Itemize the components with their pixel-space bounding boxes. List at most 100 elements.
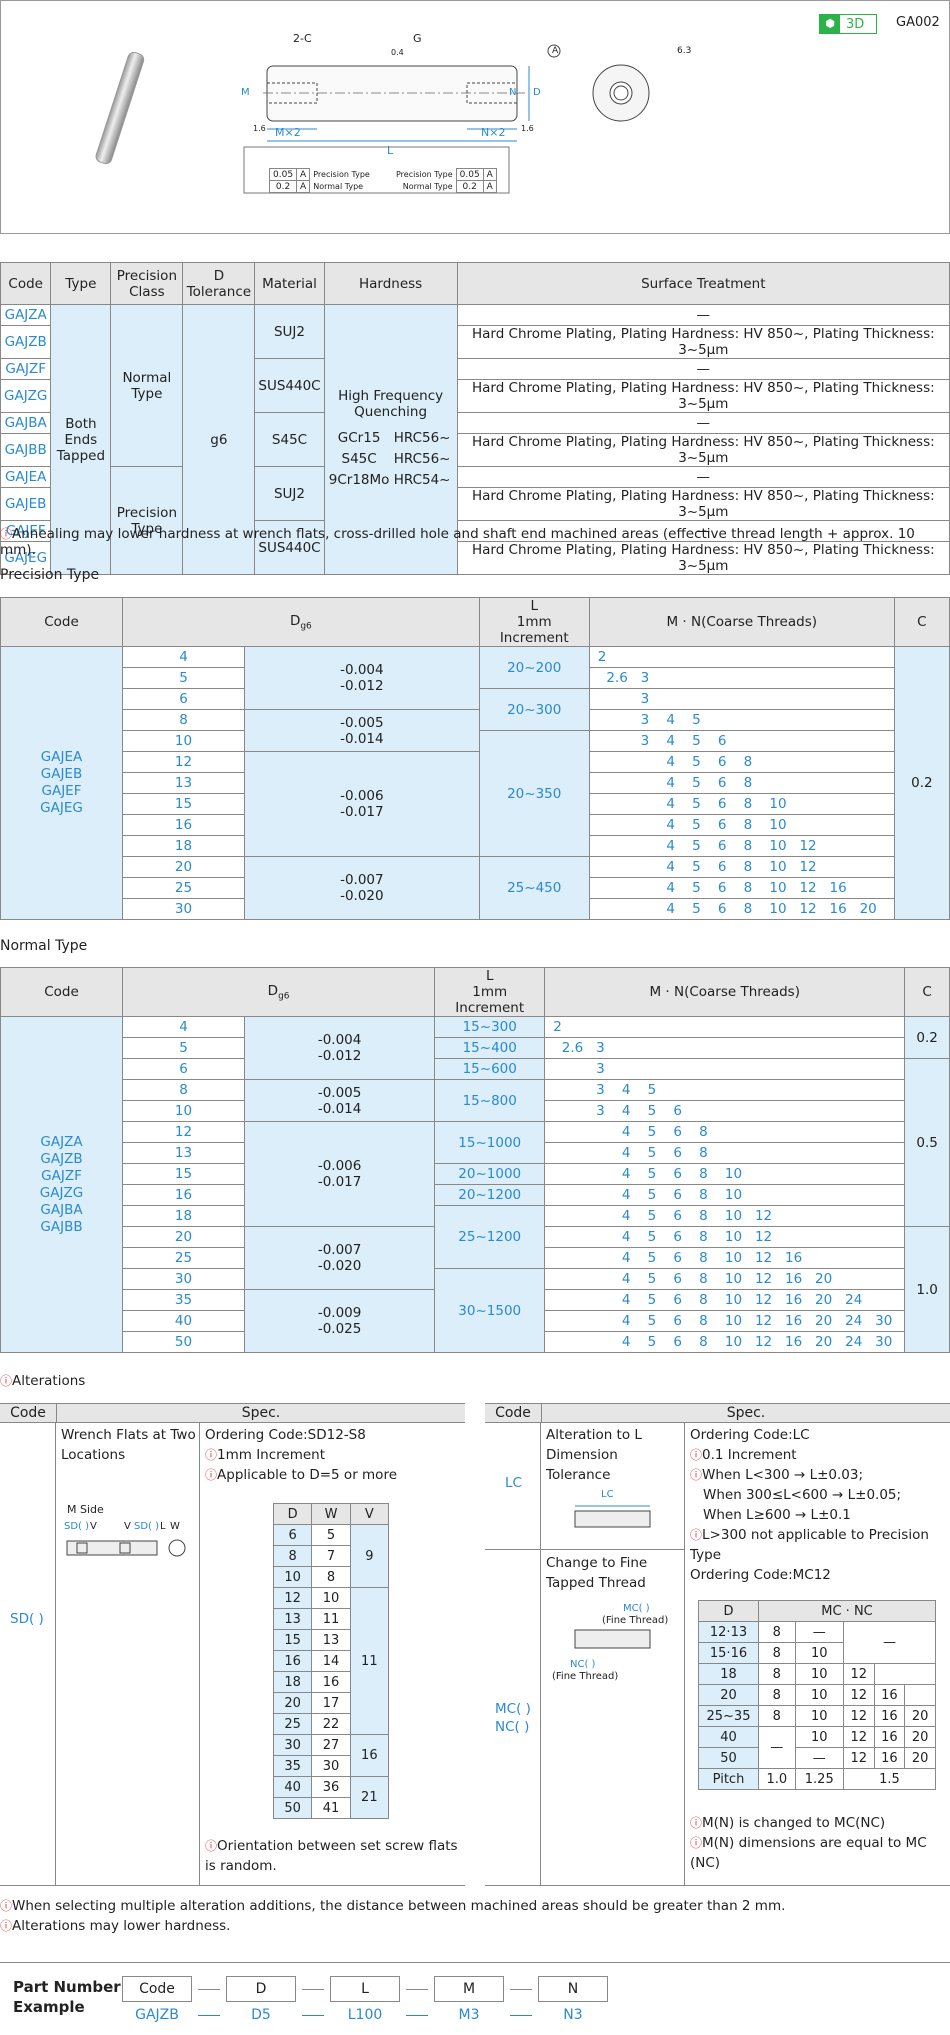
mc-cell: 1.5	[842, 1768, 937, 1790]
d-cell[interactable]: 30	[122, 1268, 245, 1290]
code-cell[interactable]: GAJBB	[0, 433, 52, 467]
d-cell[interactable]: 6	[122, 1058, 245, 1080]
d-cell[interactable]: 35	[122, 1289, 245, 1311]
l-cell: 20~1200	[434, 1184, 546, 1206]
d-cell[interactable]: 12	[122, 1121, 245, 1143]
surface-cell: Hard Chrome Plating, Plating Hardness: H…	[456, 433, 950, 467]
d-cell[interactable]: 8	[122, 709, 245, 731]
sd-w: 10	[311, 1587, 351, 1609]
l-cell: 20~300	[478, 688, 590, 731]
shaft-drawing	[95, 44, 650, 194]
col-class: Precision Class	[110, 262, 184, 305]
d-cell[interactable]: 25	[122, 1247, 245, 1269]
pn-value: N3	[563, 2007, 583, 2023]
code-cell[interactable]: GAJZF	[0, 358, 52, 380]
m-label: M	[241, 87, 250, 98]
d-cell[interactable]: 10	[122, 1100, 245, 1122]
class-normal: Normal Type	[110, 304, 184, 467]
d-cell[interactable]: 16	[122, 814, 245, 836]
alt-code-header: Code	[0, 1403, 56, 1423]
code-cell[interactable]: GAJEB	[0, 487, 52, 521]
type-cell: Both Ends Tapped	[50, 304, 112, 575]
d-cell[interactable]: 8	[122, 1079, 245, 1101]
alterations-title: ⓘAlterations	[0, 1373, 86, 1389]
d-cell[interactable]: 5	[122, 1037, 245, 1059]
code-cell[interactable]: GAJEG	[0, 541, 52, 575]
col-l: L 1mm Increment	[478, 597, 590, 647]
mn-cell: 4 5 6 8 10	[544, 1163, 906, 1185]
d-cell[interactable]: 5	[122, 667, 245, 689]
nc-label: NC( )	[570, 1659, 596, 1670]
c-cell: 1.0	[904, 1226, 950, 1353]
mn-cell: 3	[588, 688, 895, 710]
d-cell[interactable]: 20	[122, 1226, 245, 1248]
alt-code-mc[interactable]: MC( ) NC( )	[495, 1701, 531, 1735]
code-cell[interactable]: GAJZB	[0, 325, 52, 359]
sd-d: 25	[272, 1713, 313, 1735]
3d-label: 3D	[846, 16, 865, 32]
mc-cell: 18	[698, 1663, 759, 1685]
sd-d: 13	[272, 1608, 313, 1630]
surface-cell: Hard Chrome Plating, Plating Hardness: H…	[456, 541, 950, 575]
mc-cell: 12	[842, 1663, 875, 1685]
lc-label: LC	[601, 1489, 614, 1500]
code-cell[interactable]: GAJZG	[0, 379, 52, 413]
alteration-sd: Code Spec. SD( ) Wrench Flats at Two Loc…	[0, 1403, 465, 1886]
code-cell[interactable]: GAJZA	[0, 304, 52, 326]
sd-w: 14	[311, 1650, 351, 1672]
d-cell[interactable]: 15	[122, 793, 245, 815]
d-cell[interactable]: 25	[122, 877, 245, 899]
d-cell[interactable]: 13	[122, 772, 245, 794]
mc-cell: 8	[758, 1663, 796, 1685]
mc-cell: Pitch	[698, 1768, 759, 1790]
n-label: N	[509, 87, 517, 98]
normal-table: Code Dg6 L 1mm Increment M · N(Coarse Thr…	[0, 967, 950, 1353]
l-cell: 30~1500	[434, 1268, 546, 1353]
d-cell[interactable]: 18	[122, 835, 245, 857]
mc-cell: 12	[842, 1684, 875, 1706]
mc-cell: 12	[842, 1726, 875, 1748]
l-cell: 20~350	[478, 730, 590, 857]
mn-cell: 4 5 6 8	[588, 751, 895, 773]
d-cell[interactable]: 15	[122, 1163, 245, 1185]
code-cell[interactable]: GAJBA	[0, 412, 52, 434]
d-cell[interactable]: 30	[122, 898, 245, 920]
material-cell: SUJ2	[254, 466, 325, 521]
info-icon: ⓘ	[0, 527, 13, 541]
alt-code-lc[interactable]: LC	[505, 1475, 522, 1491]
d-cell[interactable]: 4	[122, 1016, 245, 1038]
d-cell[interactable]: 4	[122, 646, 245, 668]
3d-badge[interactable]: ⬢ 3D	[819, 14, 877, 34]
code-cell[interactable]: GAJEF	[0, 520, 52, 542]
mn-cell: 4 5 6 8	[588, 772, 895, 794]
d-cell[interactable]: 40	[122, 1310, 245, 1332]
sd-inc: ⓘ1mm Increment	[205, 1447, 326, 1463]
alt-code-sd[interactable]: SD( )	[10, 1611, 44, 1627]
sd-orient: ⓘOrientation between set screw flats is …	[205, 1838, 458, 1874]
sd-w: 17	[311, 1692, 351, 1714]
d-cell[interactable]: 6	[122, 688, 245, 710]
codes-cell[interactable]: GAJEA GAJEB GAJEF GAJEG	[0, 646, 123, 920]
fine-label: (Fine Thread)	[602, 1615, 669, 1626]
d-cell[interactable]: 18	[122, 1205, 245, 1227]
d-cell[interactable]: 20	[122, 856, 245, 878]
d-cell[interactable]: 10	[122, 730, 245, 752]
mn-cell: 4 5 6 8 10	[544, 1184, 906, 1206]
d-cell[interactable]: 16	[122, 1184, 245, 1206]
sd-w: 30	[311, 1755, 351, 1777]
d-cell[interactable]: 12	[122, 751, 245, 773]
d-cell[interactable]: 50	[122, 1331, 245, 1353]
code-cell[interactable]: GAJEA	[0, 466, 52, 488]
codes-cell[interactable]: GAJZA GAJZB GAJZF GAJZG GAJBA GAJBB	[0, 1016, 123, 1353]
d-cell[interactable]: 13	[122, 1142, 245, 1164]
sd-v: 9	[349, 1524, 390, 1588]
mc-cell: 10	[794, 1684, 844, 1706]
mc-cell: 20	[904, 1747, 936, 1769]
chamfer-label: 2-C	[293, 32, 312, 45]
tol-cell: -0.007 -0.020	[244, 856, 480, 920]
sd-w: 5	[311, 1524, 351, 1546]
col-c: C	[904, 967, 950, 1017]
v-label: V	[124, 1521, 131, 1532]
sd-v: 21	[349, 1776, 390, 1819]
